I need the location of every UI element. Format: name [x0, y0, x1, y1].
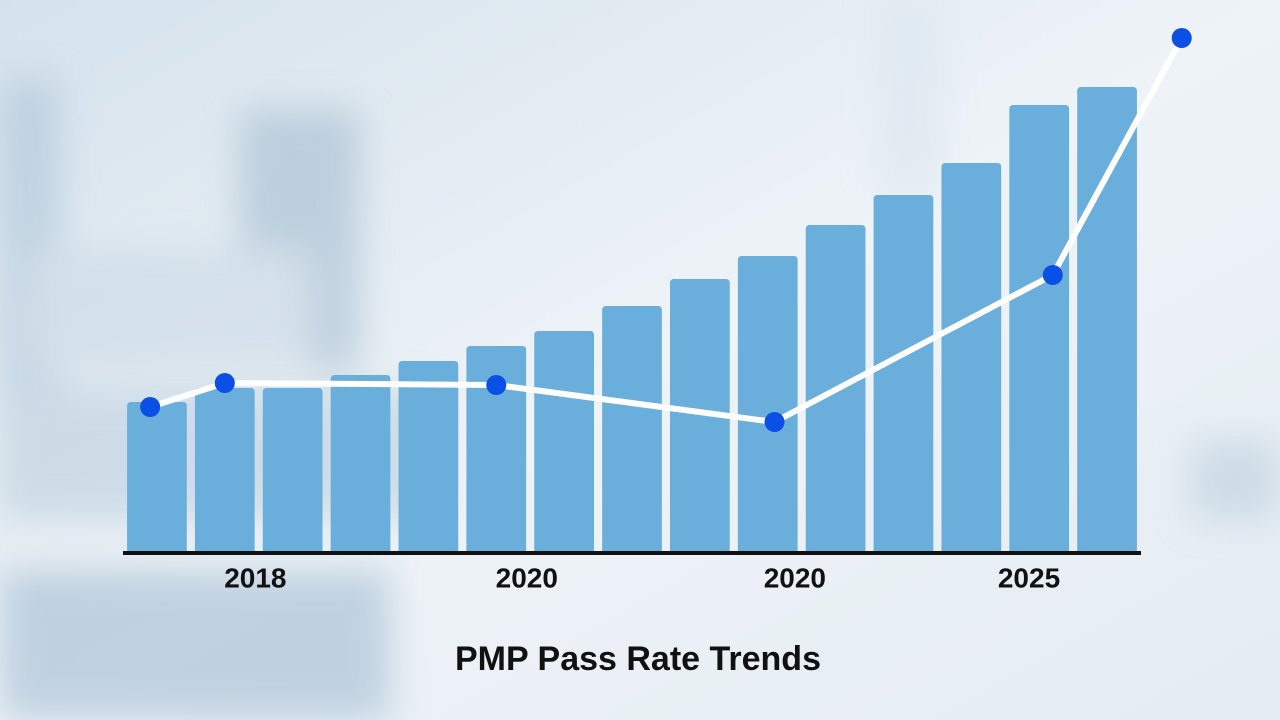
- bar: [330, 375, 391, 553]
- bar: [873, 195, 934, 553]
- trend-point: [764, 412, 785, 432]
- bar: [534, 331, 594, 553]
- bar: [670, 279, 730, 553]
- bar: [194, 388, 255, 553]
- x-tick-label: 2025: [998, 562, 1060, 593]
- bar: [1009, 105, 1070, 553]
- bar: [398, 361, 459, 553]
- bar: [466, 346, 527, 553]
- trend-point: [1171, 28, 1192, 48]
- bar: [127, 402, 187, 553]
- bar: [737, 256, 798, 553]
- x-tick-label: 2020: [764, 562, 826, 593]
- bar: [262, 388, 323, 553]
- trend-line: [149, 36, 1185, 425]
- trend-point: [214, 373, 235, 393]
- chart-title: PMP Pass Rate Trends: [455, 640, 821, 678]
- trend-point: [140, 397, 161, 417]
- bar: [602, 306, 662, 553]
- bar: [1077, 87, 1137, 553]
- x-tick-label: 2020: [496, 562, 558, 593]
- bar: [941, 163, 1002, 553]
- trend-point: [486, 375, 507, 395]
- trend-point: [1042, 265, 1063, 285]
- x-tick-label: 2018: [224, 562, 286, 593]
